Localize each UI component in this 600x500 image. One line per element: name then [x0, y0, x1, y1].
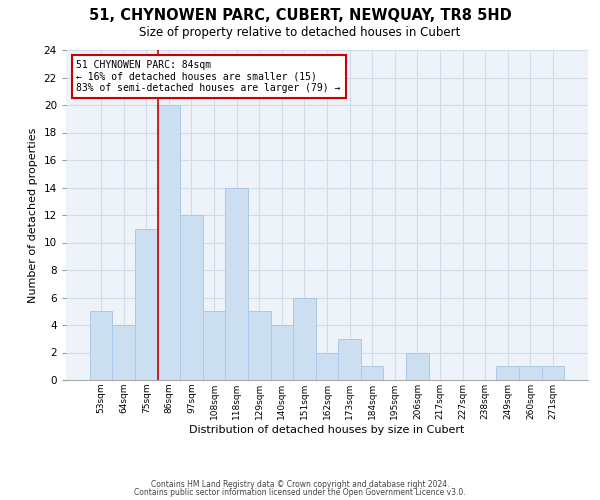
- Y-axis label: Number of detached properties: Number of detached properties: [28, 128, 38, 302]
- Bar: [338, 339, 361, 380]
- Bar: [180, 215, 203, 380]
- Bar: [271, 325, 293, 380]
- Text: Contains public sector information licensed under the Open Government Licence v3: Contains public sector information licen…: [134, 488, 466, 497]
- Text: 51 CHYNOWEN PARC: 84sqm
← 16% of detached houses are smaller (15)
83% of semi-de: 51 CHYNOWEN PARC: 84sqm ← 16% of detache…: [76, 60, 341, 93]
- Bar: [158, 105, 180, 380]
- Bar: [406, 352, 428, 380]
- Bar: [135, 229, 158, 380]
- Bar: [90, 311, 112, 380]
- Bar: [496, 366, 519, 380]
- Bar: [361, 366, 383, 380]
- Bar: [203, 311, 226, 380]
- Bar: [293, 298, 316, 380]
- X-axis label: Distribution of detached houses by size in Cubert: Distribution of detached houses by size …: [190, 424, 464, 434]
- Bar: [226, 188, 248, 380]
- Text: Contains HM Land Registry data © Crown copyright and database right 2024.: Contains HM Land Registry data © Crown c…: [151, 480, 449, 489]
- Bar: [316, 352, 338, 380]
- Bar: [519, 366, 542, 380]
- Text: 51, CHYNOWEN PARC, CUBERT, NEWQUAY, TR8 5HD: 51, CHYNOWEN PARC, CUBERT, NEWQUAY, TR8 …: [89, 8, 511, 22]
- Bar: [542, 366, 564, 380]
- Text: Size of property relative to detached houses in Cubert: Size of property relative to detached ho…: [139, 26, 461, 39]
- Bar: [248, 311, 271, 380]
- Bar: [112, 325, 135, 380]
